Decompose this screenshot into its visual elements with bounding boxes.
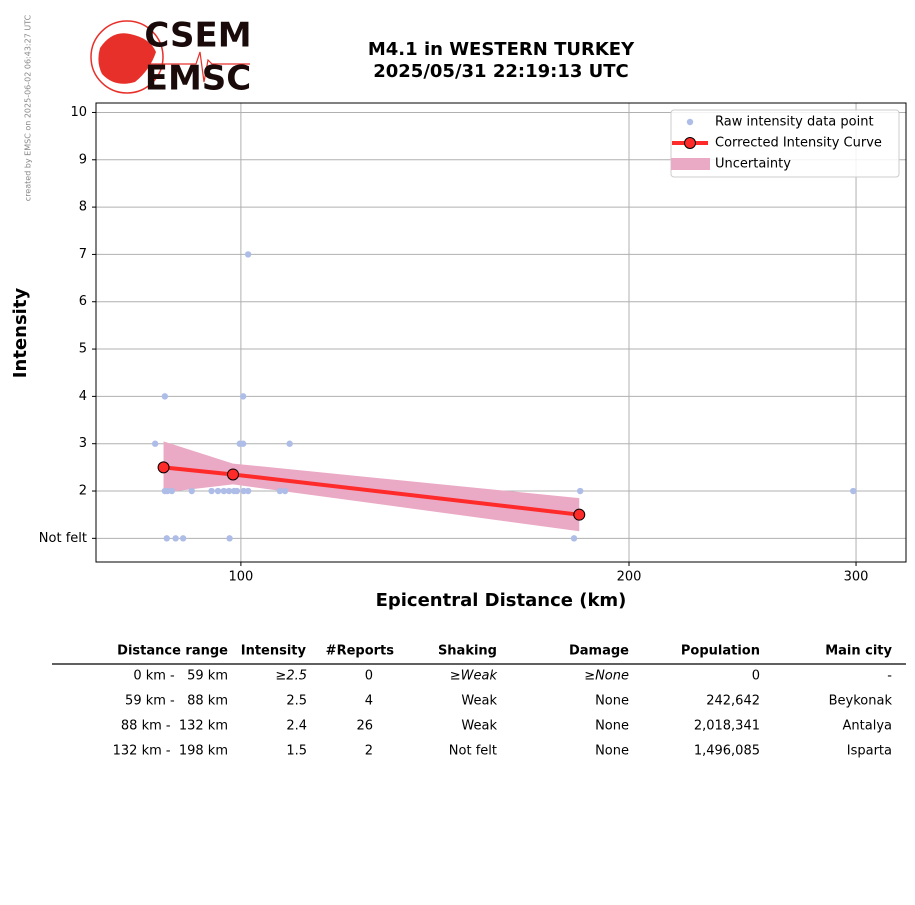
table-cell: Antalya: [843, 719, 892, 734]
table-cell: 4: [365, 694, 373, 709]
table-cell: 0 km - 59 km: [133, 669, 228, 684]
logo-wave: [150, 51, 250, 83]
table-header: Distance range: [117, 644, 228, 659]
raw-point: [220, 487, 228, 495]
legend-box: [670, 109, 900, 178]
table-cell: None: [595, 719, 629, 734]
legend-marker: [671, 158, 710, 170]
raw-point: [244, 251, 252, 258]
raw-point: [240, 487, 247, 495]
x-axis-label: Epicentral Distance (km): [376, 590, 627, 611]
raw-point: [281, 487, 289, 495]
raw-point: [239, 440, 247, 447]
table-cell: 26: [356, 719, 373, 734]
raw-point: [208, 487, 215, 495]
raw-point: [286, 440, 293, 447]
raw-point: [570, 535, 578, 542]
table-cell: ≥2.5: [275, 669, 307, 684]
table-cell: 59 km - 88 km: [125, 694, 228, 709]
raw-point: [151, 440, 159, 447]
table-cell: 132 km - 198 km: [113, 744, 228, 759]
table-cell: 2.4: [286, 719, 307, 734]
raw-point: [576, 487, 584, 495]
raw-point: [239, 393, 247, 400]
table-header: Shaking: [438, 644, 497, 659]
x-tick-label: 300: [844, 570, 869, 585]
table-cell: 0: [365, 669, 373, 684]
y-tick-label: Not felt: [39, 531, 87, 546]
raw-point: [161, 393, 169, 400]
y-tick-label: 4: [79, 389, 87, 404]
table-cell: None: [595, 744, 629, 759]
table-header: Main city: [825, 644, 892, 659]
table-cell: 2.5: [286, 694, 307, 709]
logo-top: CSEM: [144, 16, 251, 56]
raw-point: [163, 535, 170, 542]
y-tick-label: 7: [79, 247, 87, 262]
legend-label: Corrected Intensity Curve: [715, 136, 882, 151]
table-cell: -: [887, 669, 892, 684]
legend-label: Uncertainty: [715, 157, 791, 172]
table-cell: 2,018,341: [694, 719, 760, 734]
table-cell: ≥None: [584, 669, 629, 684]
y-tick-label: 10: [70, 105, 87, 120]
raw-point: [164, 487, 171, 495]
table-cell: 242,642: [706, 694, 760, 709]
raw-point: [172, 535, 179, 542]
legend-marker: [684, 137, 696, 149]
plot-frame: [95, 102, 907, 563]
raw-point: [244, 487, 252, 495]
chart-title: 2025/05/31 22:19:13 UTC: [373, 61, 629, 82]
table-cell: 1.5: [286, 744, 307, 759]
curve-point: [226, 468, 239, 481]
y-tick-label: 8: [79, 200, 87, 215]
logo: CSEM EMSC: [90, 16, 252, 99]
x-tick-label: 100: [228, 570, 253, 585]
table-header: Intensity: [241, 644, 307, 659]
legend-marker: [686, 118, 694, 126]
table-cell: Weak: [461, 719, 497, 734]
y-tick-label: 3: [79, 436, 87, 451]
table-cell: 2: [365, 744, 373, 759]
logo-circle: [90, 20, 164, 94]
raw-point: [168, 487, 176, 495]
table-cell: 88 km - 132 km: [121, 719, 228, 734]
raw-point: [188, 487, 195, 495]
y-tick-label: 6: [79, 294, 87, 309]
curve-point: [573, 508, 586, 521]
y-tick-label: 2: [79, 484, 87, 499]
table-cell: None: [595, 694, 629, 709]
table-cell: Beykonak: [829, 694, 893, 709]
chart-title: M4.1 in WESTERN TURKEY: [368, 39, 635, 60]
logo-map: [98, 33, 156, 84]
table-cell: 0: [752, 669, 760, 684]
raw-point: [214, 487, 222, 495]
raw-point: [233, 487, 241, 495]
x-tick-label: 200: [617, 570, 642, 585]
y-tick-label: 5: [79, 342, 87, 357]
table-cell: Weak: [461, 694, 497, 709]
raw-point: [225, 487, 233, 495]
watermark: created by EMSC on 2025-06-02 06:43:27 U…: [24, 14, 33, 201]
raw-point: [179, 535, 187, 542]
table-header: #Reports: [326, 644, 395, 659]
y-axis-label: Intensity: [10, 288, 31, 379]
table-header: Population: [681, 644, 760, 659]
table-cell: Not felt: [449, 744, 497, 759]
y-tick-label: 9: [79, 152, 87, 167]
table-header: Damage: [569, 644, 629, 659]
legend-label: Raw intensity data point: [715, 115, 874, 130]
table-cell: 1,496,085: [694, 744, 760, 759]
table-cell: Isparta: [847, 744, 892, 759]
curve-point: [157, 461, 170, 474]
raw-point: [226, 535, 233, 542]
raw-point: [850, 487, 857, 495]
table-cell: ≥Weak: [450, 669, 498, 684]
uncertainty-band: [163, 441, 580, 532]
logo-bottom: EMSC: [145, 59, 252, 99]
raw-point: [276, 487, 284, 495]
